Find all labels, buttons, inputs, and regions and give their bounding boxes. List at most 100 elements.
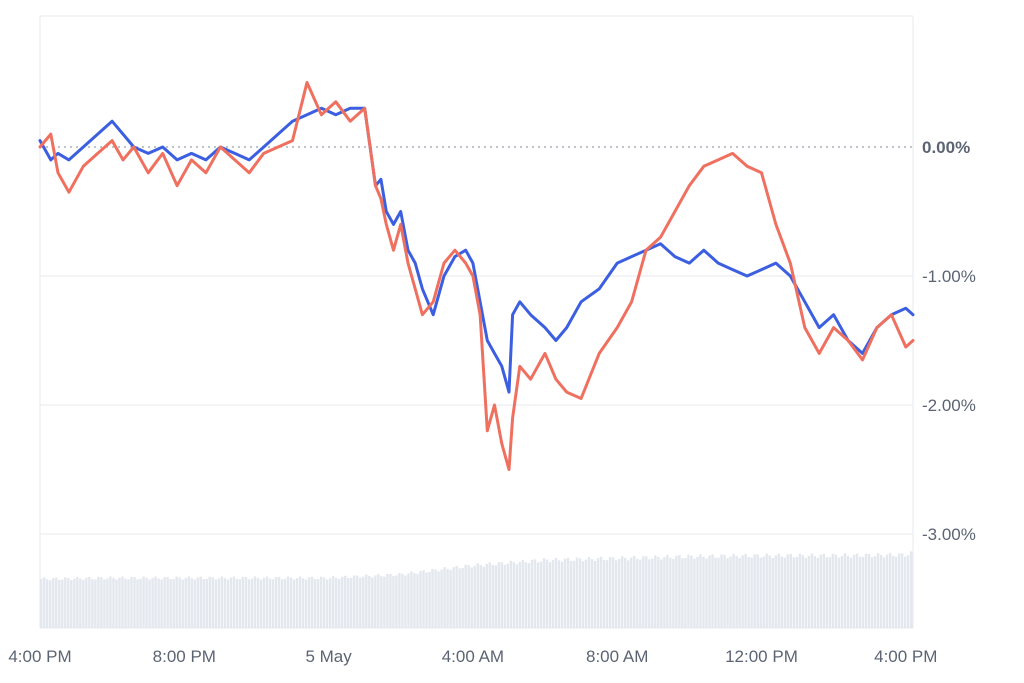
- volume-bar: [304, 579, 308, 628]
- volume-bar: [100, 577, 103, 628]
- volume-bar: [557, 560, 561, 628]
- volume-bar: [470, 567, 473, 628]
- volume-bar: [572, 560, 576, 628]
- volume-bar: [620, 556, 624, 628]
- volume-bar: [864, 553, 868, 628]
- volume-bar: [262, 577, 266, 628]
- volume-bar: [295, 578, 299, 628]
- volume-bar: [422, 570, 425, 628]
- volume-bar: [43, 577, 46, 628]
- volume-bar: [142, 576, 145, 628]
- volume-bar: [666, 554, 669, 628]
- volume-bar: [163, 577, 166, 628]
- volume-bar: [539, 561, 543, 628]
- volume-bar: [118, 577, 121, 628]
- volume-bar: [187, 576, 190, 628]
- volume-bar: [825, 557, 829, 628]
- volume-bar: [413, 573, 416, 628]
- volume-bar: [672, 558, 675, 628]
- volume-bar: [398, 572, 401, 628]
- volume-bar: [518, 561, 522, 628]
- volume-bar: [596, 558, 600, 628]
- volume-bar: [313, 579, 317, 628]
- volume-bar: [675, 555, 678, 628]
- volume-bar: [49, 580, 52, 628]
- volume-bar: [371, 577, 374, 628]
- volume-bar: [97, 577, 100, 628]
- volume-bar: [160, 579, 163, 628]
- volume-bar: [112, 577, 115, 628]
- volume-bar: [268, 578, 272, 628]
- volume-bar: [903, 556, 907, 628]
- volume-bar: [648, 559, 651, 628]
- volume-bar: [867, 554, 871, 628]
- volume-bar: [55, 577, 58, 628]
- volume-bar: [341, 576, 344, 628]
- volume-bar: [443, 567, 446, 628]
- volume-bar: [250, 578, 254, 628]
- volume-bar: [359, 577, 362, 628]
- grid: [39, 15, 914, 629]
- volume-bar: [389, 573, 392, 628]
- volume-bar: [283, 578, 287, 628]
- volume-bar: [696, 556, 699, 628]
- volume-bar: [109, 576, 112, 628]
- volume-bar: [356, 575, 359, 628]
- volume-bar: [569, 560, 573, 628]
- volume-bar: [332, 576, 335, 628]
- volume-bar: [154, 576, 157, 628]
- volume-bar: [374, 575, 377, 628]
- volume-bar: [720, 554, 723, 628]
- volume-bar: [729, 556, 732, 628]
- volume-bar: [726, 558, 729, 628]
- volume-bar: [211, 577, 214, 628]
- volume-bar: [392, 576, 395, 628]
- volume-bar: [738, 558, 741, 628]
- volume-bar: [325, 579, 329, 628]
- volume-bar: [786, 554, 789, 628]
- volume-bar: [590, 559, 594, 628]
- volume-bar: [482, 566, 485, 628]
- volume-bar: [322, 577, 326, 628]
- volume-bar: [136, 579, 139, 628]
- volume-bar: [488, 562, 491, 628]
- volume-bar: [467, 565, 470, 628]
- volume-bar: [645, 556, 648, 628]
- volume-bar: [630, 557, 633, 628]
- x-tick-label: 4:00 PM: [8, 647, 71, 666]
- volume-bar: [849, 557, 853, 628]
- volume-bar: [377, 574, 380, 628]
- volume-bar: [711, 554, 714, 628]
- volume-bar: [617, 559, 621, 628]
- volume-bar: [247, 579, 251, 628]
- volume-bar: [500, 562, 503, 628]
- volume-bar: [515, 564, 519, 628]
- volume-bar: [476, 563, 479, 628]
- volume-bar: [347, 577, 350, 628]
- volume-bar: [289, 577, 293, 628]
- volume-bar: [858, 556, 862, 628]
- volume-bar: [253, 576, 257, 628]
- volume-bar: [804, 557, 808, 628]
- volume-bar: [220, 576, 224, 628]
- volume-bar: [563, 558, 567, 628]
- volume-bar: [798, 553, 802, 628]
- volume-bar: [178, 577, 181, 628]
- volume-bar: [747, 556, 750, 628]
- volume-bar: [533, 559, 537, 628]
- volume-bar: [639, 559, 642, 628]
- volume-bar: [831, 553, 835, 628]
- volume-bar: [223, 578, 227, 628]
- volume-bar: [368, 575, 371, 628]
- volume-bar: [663, 557, 666, 628]
- volume-bar: [473, 565, 476, 628]
- volume-bar: [235, 578, 239, 628]
- volume-bar: [455, 565, 458, 628]
- volume-bar: [419, 571, 422, 628]
- volume-bar: [611, 557, 615, 628]
- volume-bar: [593, 561, 597, 628]
- volume-bar: [256, 577, 260, 628]
- volume-bar: [338, 579, 341, 628]
- volume-bar: [404, 575, 407, 628]
